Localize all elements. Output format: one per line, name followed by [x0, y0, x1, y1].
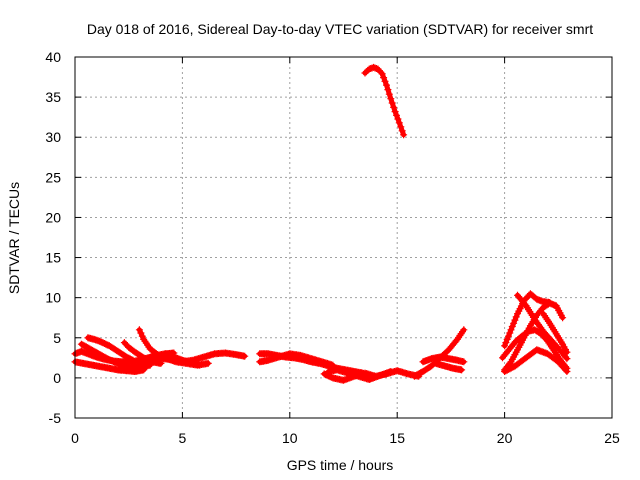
y-axis-label: SDTVAR / TECUs: [6, 182, 22, 294]
axis-ticks: 0 5 10 15 20 25 -5 0 5 10 15 20 25 30 35 40: [45, 49, 620, 446]
data-point: [388, 99, 396, 107]
series-arc-h: [161, 350, 204, 369]
x-axis-label: GPS time / hours: [287, 457, 394, 473]
data-point: [385, 90, 393, 98]
series-arc-p: [432, 359, 466, 374]
x-tick-label: 20: [497, 430, 513, 446]
series-arc-o: [419, 353, 468, 366]
data-point: [501, 342, 509, 350]
data-point: [395, 119, 403, 127]
x-tick-label: 10: [282, 430, 298, 446]
data-point: [378, 70, 386, 78]
data-point: [563, 355, 571, 363]
data-point: [508, 323, 516, 330]
x-tick-label: 25: [604, 430, 620, 446]
series-arc-c: [84, 334, 137, 364]
series-arc-t: [514, 291, 571, 363]
data-point: [129, 356, 137, 364]
data-point: [393, 111, 400, 119]
data-point: [387, 368, 395, 375]
data-point: [135, 326, 143, 334]
data-point: [384, 86, 392, 94]
y-tick-label: 0: [53, 370, 61, 386]
data-point: [196, 361, 204, 369]
data-point: [511, 316, 519, 324]
y-tick-label: 35: [45, 89, 61, 105]
data-point: [397, 123, 405, 131]
data-point: [559, 314, 567, 322]
x-tick-label: 15: [389, 430, 405, 446]
plot-frame: [74, 56, 613, 419]
data-point: [510, 319, 518, 327]
data-point: [241, 352, 249, 360]
series-arc-r: [501, 290, 554, 350]
y-tick-label: 10: [45, 290, 61, 306]
series-arc-g: [120, 339, 165, 367]
y-tick-label: 30: [45, 129, 61, 145]
y-tick-label: 25: [45, 169, 61, 185]
data-point: [400, 131, 408, 139]
series-arc-u: [539, 310, 571, 356]
data-point: [562, 353, 570, 361]
data-point: [460, 326, 468, 334]
y-tick-label: -5: [49, 410, 62, 426]
series-arc-j: [256, 350, 337, 369]
y-tick-label: 5: [53, 330, 61, 346]
data-point: [157, 359, 165, 367]
data-point: [562, 366, 570, 374]
y-tick-label: 40: [45, 49, 61, 65]
data-point: [563, 368, 571, 375]
data-point: [563, 348, 571, 356]
data-point: [390, 103, 398, 111]
data-point: [502, 339, 510, 347]
series-arc-m: [361, 63, 408, 139]
series-arc-l: [325, 366, 395, 383]
data-point: [394, 115, 402, 123]
data-point: [381, 77, 389, 85]
data-point: [460, 358, 468, 366]
data-point: [391, 108, 399, 116]
data-point: [503, 335, 511, 343]
chart-title: Day 018 of 2016, Sidereal Day-to-day VTE…: [87, 21, 593, 37]
data-point: [387, 95, 395, 103]
data-point: [377, 68, 385, 76]
data-point: [505, 332, 512, 340]
data-point: [507, 326, 515, 334]
data-point: [506, 329, 514, 337]
y-tick-label: 20: [45, 209, 61, 225]
data-point: [204, 359, 212, 367]
series-arc-v: [501, 346, 571, 375]
data-point: [380, 74, 388, 82]
data-point: [138, 332, 146, 340]
data-point: [398, 127, 406, 135]
x-tick-label: 5: [179, 430, 187, 446]
x-tick-label: 0: [71, 430, 79, 446]
data-point: [458, 366, 466, 374]
y-tick-label: 15: [45, 250, 61, 266]
data-point: [383, 81, 390, 89]
data-point: [512, 313, 520, 321]
plot-data: [71, 63, 571, 384]
data-point: [137, 329, 145, 337]
